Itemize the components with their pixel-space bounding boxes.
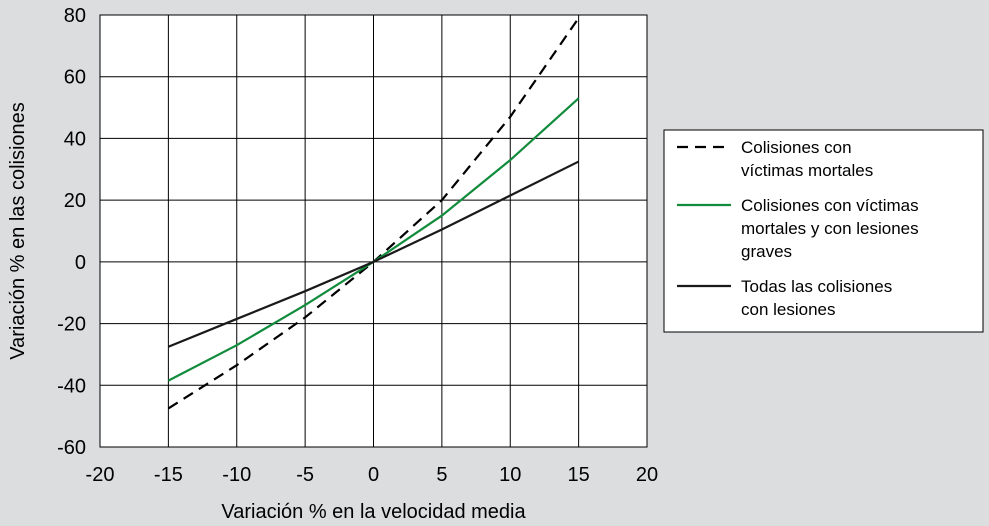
x-tick-label: -10: [222, 464, 251, 486]
x-tick-labels: -20 -15 -10 -5 0 5 10 15 20: [86, 464, 659, 486]
y-tick-label: 20: [64, 190, 86, 212]
plot-frame: [99, 14, 648, 448]
x-tick-label: -20: [86, 464, 115, 486]
legend-label: Colisiones con: [741, 138, 852, 157]
legend-box: [663, 129, 984, 333]
x-tick-label: 15: [568, 464, 590, 486]
x-tick-label: 20: [636, 464, 658, 486]
y-axis-title: Variación % en las colisiones: [7, 102, 29, 360]
y-tick-label: -40: [57, 375, 86, 397]
x-tick-label: -15: [154, 464, 183, 486]
legend-label: graves: [741, 242, 792, 261]
y-tick-label: -60: [57, 437, 86, 459]
x-tick-label: -5: [296, 464, 314, 486]
y-tick-label: 60: [64, 67, 86, 89]
x-tick-label: 5: [436, 464, 447, 486]
series-lines: [167, 17, 580, 410]
series-line-3: [167, 160, 580, 348]
legend-label: víctimas mortales: [741, 161, 873, 180]
legend-label: Colisiones con víctimas: [741, 196, 919, 215]
x-tick-label: 10: [499, 464, 521, 486]
x-axis-title: Variación % en la velocidad media: [221, 501, 526, 523]
y-tick-label: 40: [64, 128, 86, 150]
x-tick-label: 0: [368, 464, 379, 486]
y-tick-label: 80: [64, 5, 86, 27]
y-tick-labels: -60 -40 -20 0 20 40 60 80: [57, 5, 86, 459]
legend-label: con lesiones: [741, 300, 836, 319]
legend: Colisiones con víctimas mortales Colisione…: [663, 129, 984, 333]
y-tick-label: 0: [75, 252, 86, 274]
legend-label: mortales y con lesiones: [741, 219, 919, 238]
legend-label: Todas las colisiones: [741, 277, 892, 296]
y-tick-label: -20: [57, 314, 86, 336]
